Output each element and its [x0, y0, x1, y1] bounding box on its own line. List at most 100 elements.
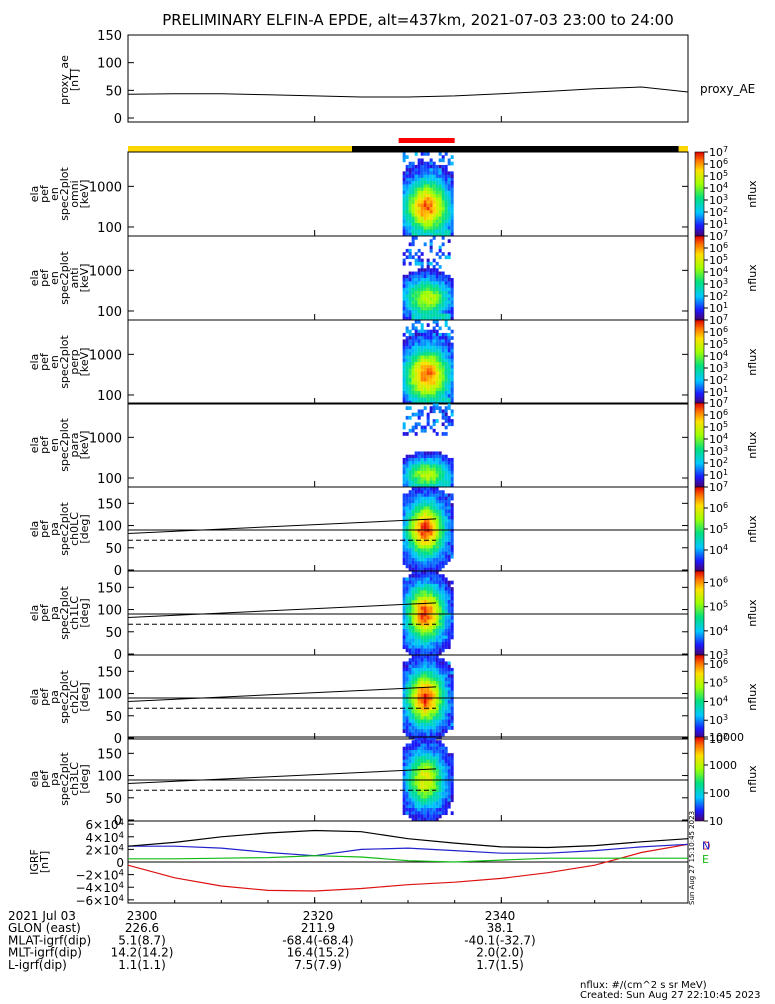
- heatmap-cell: [420, 200, 424, 205]
- heatmap-cell: [426, 499, 430, 504]
- heatmap-cell: [417, 310, 421, 315]
- heatmap-cell: [435, 197, 439, 201]
- heatmap-cell: [432, 342, 436, 347]
- heatmap-cell: [426, 753, 430, 757]
- heatmap-cell: [438, 706, 442, 711]
- heatmap-cell: [438, 245, 442, 250]
- heatmap-cell: [423, 782, 427, 786]
- heatmap-cell: [408, 206, 412, 211]
- heatmap-cell: [429, 464, 433, 469]
- heatmap-cell: [402, 512, 406, 517]
- heatmap-cell: [450, 329, 454, 334]
- heatmap-cell: [444, 583, 448, 588]
- spectrogram-omni: [402, 152, 454, 237]
- heatmap-cell: [426, 503, 430, 507]
- heatmap-cell: [402, 554, 406, 559]
- heatmap-cell: [426, 522, 430, 527]
- heatmap-cell: [438, 548, 442, 553]
- heatmap-cell: [438, 248, 442, 253]
- heatmap-cell: [426, 219, 430, 224]
- heatmap-cell: [405, 294, 409, 298]
- heatmap-cell: [405, 203, 409, 208]
- heatmap-cell: [441, 779, 445, 783]
- heatmap-cell: [444, 320, 448, 324]
- heatmap-cell: [450, 756, 454, 761]
- colorbar-tick-label: 1000: [709, 759, 737, 772]
- heatmap-cell: [429, 194, 433, 198]
- heatmap-cell: [450, 690, 454, 695]
- heatmap-cell: [408, 632, 412, 637]
- heatmap-cell: [402, 519, 406, 524]
- heatmap-cell: [426, 197, 430, 201]
- heatmap-cell: [426, 775, 430, 780]
- heatmap-cell: [447, 200, 451, 205]
- heatmap-cell: [411, 487, 415, 491]
- heatmap-cell: [408, 593, 412, 598]
- heatmap-cell: [417, 516, 421, 520]
- heatmap-cell: [435, 403, 439, 407]
- heatmap-cell: [429, 365, 433, 369]
- heatmap-cell: [429, 583, 433, 588]
- heatmap-cell: [450, 345, 454, 350]
- heatmap-cell: [408, 619, 412, 624]
- heatmap-cell: [432, 336, 436, 340]
- heatmap-cell: [423, 229, 427, 234]
- heatmap-cell: [444, 371, 448, 376]
- orbit-row-label: MLAT-igrf(dip): [8, 933, 91, 947]
- heatmap-cell: [426, 287, 430, 292]
- heatmap-cell: [435, 316, 439, 321]
- heatmap-cell: [408, 577, 412, 582]
- heatmap-cell: [423, 629, 427, 633]
- heatmap-cell: [426, 474, 430, 478]
- heatmap-cell: [402, 811, 406, 816]
- heatmap-cell: [444, 474, 448, 478]
- heatmap-cell: [408, 551, 412, 556]
- heatmap-cell: [447, 525, 451, 530]
- heatmap-cell: [414, 795, 418, 799]
- heatmap-cell: [426, 303, 430, 308]
- heatmap-cell: [408, 358, 412, 363]
- heatmap-cell: [450, 782, 454, 786]
- heatmap-cell: [435, 788, 439, 793]
- heatmap-cell: [438, 326, 442, 331]
- heatmap-cell: [411, 788, 415, 793]
- heatmap-cell: [429, 477, 433, 482]
- heatmap-cell: [414, 716, 418, 721]
- heatmap-cell: [432, 457, 436, 462]
- panel-ytick-label: 50: [105, 710, 122, 725]
- heatmap-cell: [450, 551, 454, 556]
- heatmap-cell: [417, 596, 421, 601]
- heatmap-cell: [450, 278, 454, 282]
- heatmap-cell: [423, 593, 427, 598]
- heatmap-cell: [414, 454, 418, 459]
- heatmap-cell: [441, 671, 445, 675]
- heatmap-cell: [420, 732, 424, 737]
- heatmap-cell: [444, 226, 448, 231]
- heatmap-cell: [423, 177, 427, 182]
- heatmap-cell: [414, 512, 418, 517]
- heatmap-cell: [432, 168, 436, 172]
- heatmap-cell: [450, 525, 454, 530]
- heatmap-cell: [444, 297, 448, 302]
- heatmap-cell: [411, 667, 415, 672]
- heatmap-cell: [411, 397, 415, 402]
- heatmap-cell: [426, 470, 430, 475]
- heatmap-cell: [438, 772, 442, 777]
- heatmap-cell: [402, 155, 406, 159]
- heatmap-cell: [438, 577, 442, 582]
- heatmap-cell: [414, 756, 418, 761]
- heatmap-cell: [411, 577, 415, 582]
- heatmap-cell: [408, 371, 412, 376]
- heatmap-cell: [435, 655, 439, 659]
- heatmap-cell: [426, 332, 430, 337]
- heatmap-cell: [414, 516, 418, 520]
- heatmap-cell: [402, 287, 406, 292]
- heatmap-cell: [402, 791, 406, 796]
- heatmap-cell: [441, 625, 445, 630]
- heatmap-cell: [447, 316, 451, 321]
- heatmap-cell: [432, 603, 436, 608]
- heatmap-cell: [420, 428, 424, 433]
- heatmap-cell: [423, 619, 427, 624]
